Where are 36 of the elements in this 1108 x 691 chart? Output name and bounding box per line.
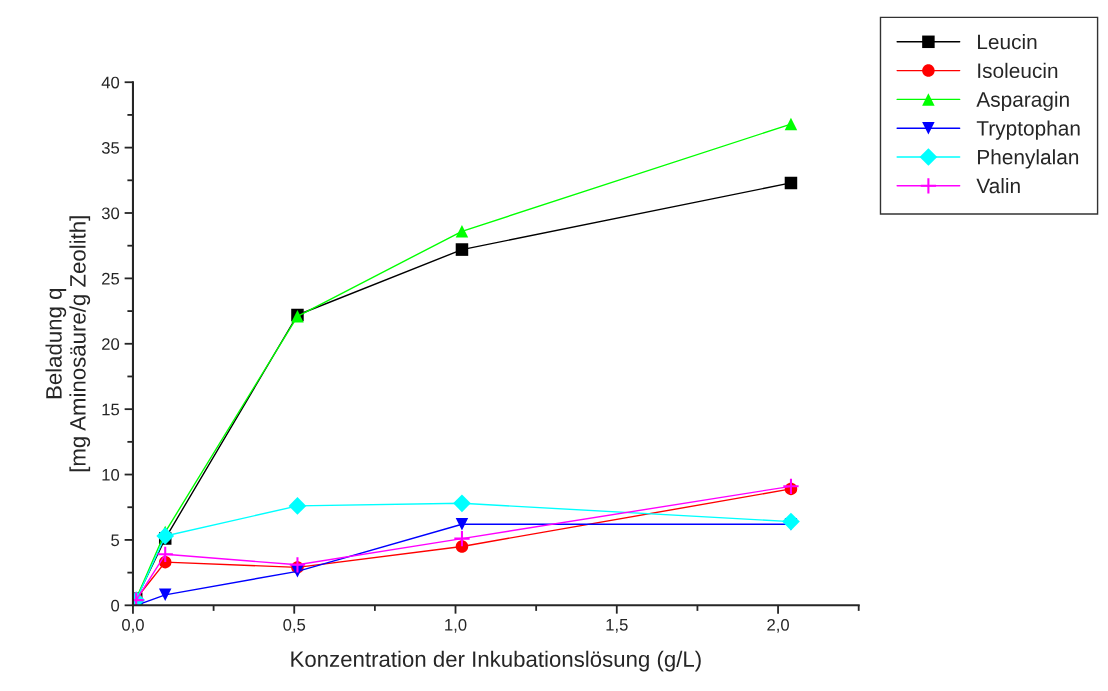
point — [453, 494, 471, 513]
y-tick-label: 5 — [111, 534, 120, 547]
point — [156, 527, 175, 545]
legend-label: Leucin — [978, 33, 1037, 50]
y-tick-label: 25 — [102, 272, 120, 285]
point — [453, 529, 471, 548]
point — [455, 243, 469, 256]
point — [784, 117, 798, 131]
x-tick-label: 0,0 — [122, 618, 144, 633]
x-tick-label: 0,5 — [283, 618, 306, 633]
point — [455, 517, 469, 531]
point — [782, 512, 800, 531]
y-tick-label: 30 — [101, 207, 120, 220]
point — [156, 545, 174, 563]
legend-label: Tryptophan — [976, 120, 1080, 140]
x-axis-title: Konzentration der Inkubationslösung (g/L) — [291, 650, 701, 672]
x-tick-label: 1,0 — [445, 618, 467, 633]
y-tick-label: 15 — [102, 403, 120, 416]
y-axis-title: Beladung q [mg Aminosäure/g Zeolith] — [45, 216, 91, 472]
legend-label: Phenylalan — [978, 149, 1079, 169]
point — [455, 225, 469, 238]
y-tick-label: 20 — [102, 338, 120, 350]
x-tick-label: 2,0 — [767, 618, 789, 633]
point — [288, 497, 307, 515]
point — [158, 588, 172, 602]
legend-label: Asparagin — [976, 91, 1069, 112]
x-tick-label: 1,5 — [606, 619, 628, 633]
y-tick-label: 10 — [102, 468, 120, 481]
point — [288, 556, 307, 574]
y-tick-label: 40 — [101, 76, 120, 89]
legend-label: Valin — [976, 177, 1020, 194]
y-tick-label: 35 — [101, 142, 120, 154]
point — [782, 477, 800, 495]
y-tick-label: 0 — [111, 599, 120, 612]
point — [784, 176, 798, 190]
legend-label: Isoleucin — [978, 62, 1058, 79]
